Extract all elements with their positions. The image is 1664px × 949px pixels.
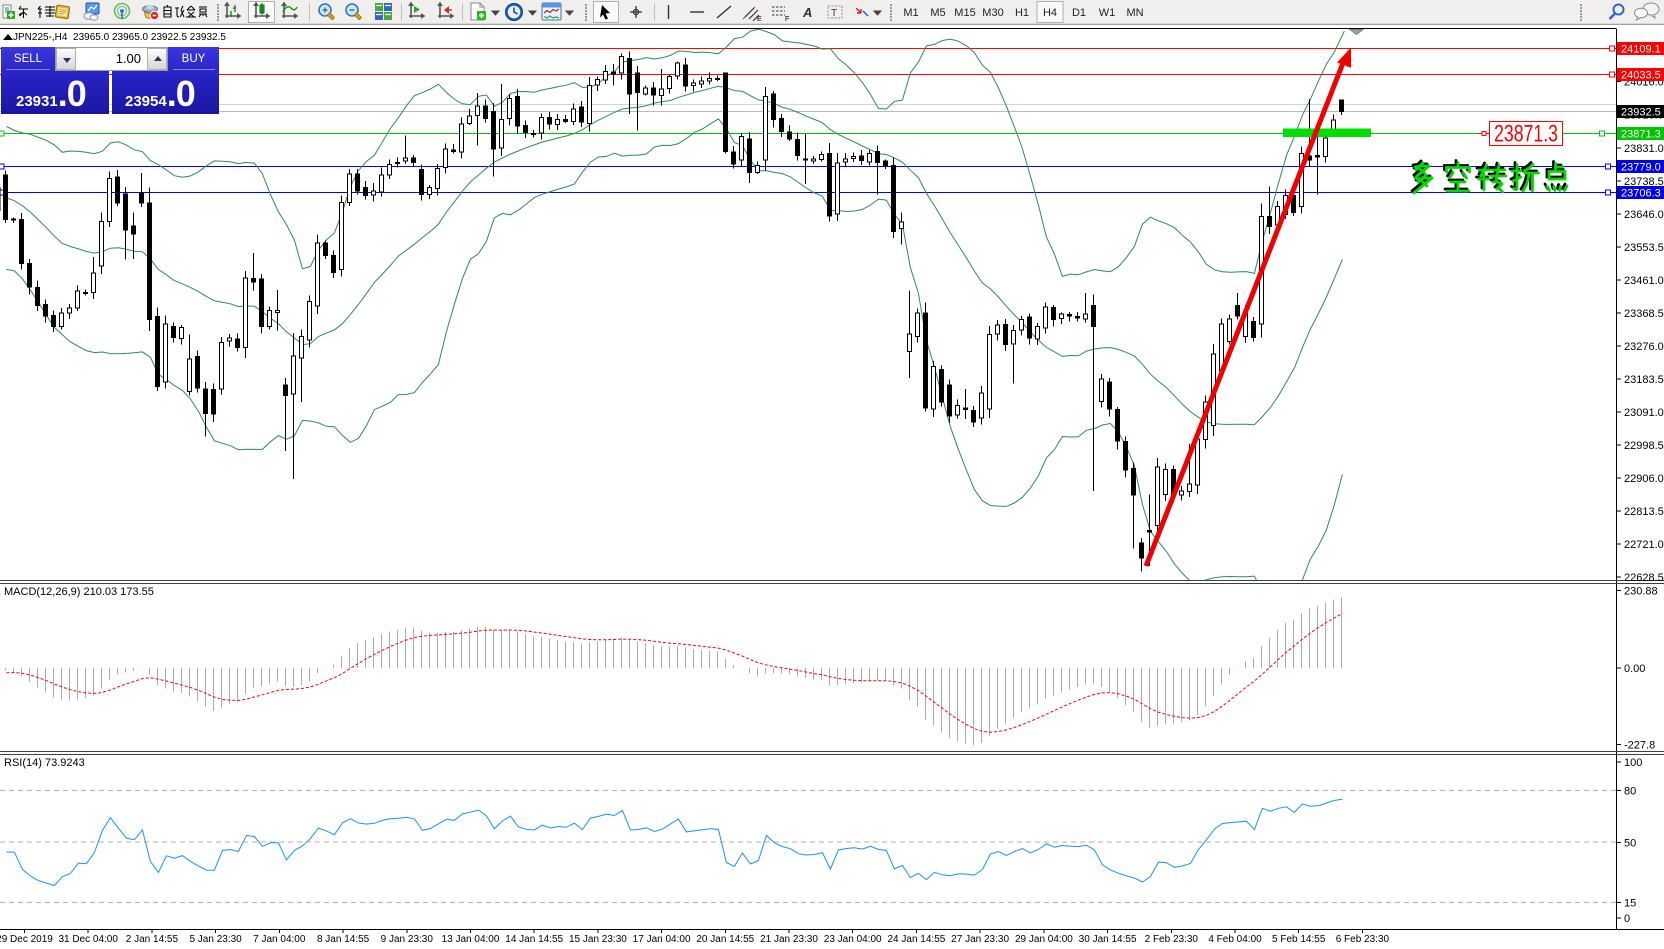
svg-text:2 Jan 14:55: 2 Jan 14:55 xyxy=(126,934,179,945)
svg-text:23461.0: 23461.0 xyxy=(1624,275,1664,287)
svg-text:-227.8: -227.8 xyxy=(1624,740,1655,752)
svg-text:M30: M30 xyxy=(982,7,1003,19)
svg-text:23276.0: 23276.0 xyxy=(1624,341,1664,353)
svg-text:5 Jan 23:30: 5 Jan 23:30 xyxy=(189,934,242,945)
svg-text:21 Jan 23:30: 21 Jan 23:30 xyxy=(760,934,818,945)
svg-text:23183.5: 23183.5 xyxy=(1624,374,1664,386)
svg-text:M1: M1 xyxy=(903,7,918,19)
svg-text:6 Feb 23:30: 6 Feb 23:30 xyxy=(1336,934,1390,945)
svg-text:T: T xyxy=(831,8,837,19)
svg-text:23779.0: 23779.0 xyxy=(1621,162,1661,174)
svg-text:M5: M5 xyxy=(930,7,945,19)
svg-text:24033.5: 24033.5 xyxy=(1621,70,1661,82)
svg-text:22813.5: 22813.5 xyxy=(1624,506,1664,518)
svg-text:23646.0: 23646.0 xyxy=(1624,209,1664,221)
svg-text:15: 15 xyxy=(1624,898,1636,910)
svg-text:23368.5: 23368.5 xyxy=(1624,308,1664,320)
svg-text:13 Jan 04:00: 13 Jan 04:00 xyxy=(442,934,500,945)
svg-text:23871.3: 23871.3 xyxy=(1494,121,1558,148)
svg-text:9 Jan 23:30: 9 Jan 23:30 xyxy=(381,934,434,945)
svg-text:23 Jan 04:00: 23 Jan 04:00 xyxy=(824,934,882,945)
svg-text:0.00: 0.00 xyxy=(1624,663,1645,675)
svg-text:23871.3: 23871.3 xyxy=(1621,129,1661,141)
svg-text:22998.5: 22998.5 xyxy=(1624,440,1664,452)
svg-text:8 Jan 14:55: 8 Jan 14:55 xyxy=(317,934,370,945)
svg-text:24109.1: 24109.1 xyxy=(1621,44,1661,56)
svg-text:0: 0 xyxy=(1624,913,1630,925)
svg-text:31 Dec 04:00: 31 Dec 04:00 xyxy=(58,934,118,945)
svg-text:5 Feb 14:55: 5 Feb 14:55 xyxy=(1272,934,1326,945)
svg-text:23831.0: 23831.0 xyxy=(1624,143,1664,155)
svg-text:20 Jan 14:55: 20 Jan 14:55 xyxy=(696,934,754,945)
svg-text:A: A xyxy=(802,5,812,20)
svg-text:29 Dec 2019: 29 Dec 2019 xyxy=(0,934,53,945)
svg-text:W1: W1 xyxy=(1099,7,1116,19)
svg-text:24 Jan 14:55: 24 Jan 14:55 xyxy=(887,934,945,945)
svg-text:30 Jan 14:55: 30 Jan 14:55 xyxy=(1079,934,1137,945)
svg-text:23091.0: 23091.0 xyxy=(1624,407,1664,419)
svg-text:17 Jan 04:00: 17 Jan 04:00 xyxy=(633,934,691,945)
svg-text:23553.5: 23553.5 xyxy=(1624,242,1664,254)
svg-text:E: E xyxy=(757,16,762,23)
svg-text:23738.5: 23738.5 xyxy=(1624,176,1664,188)
svg-text:M15: M15 xyxy=(954,7,975,19)
svg-text:50: 50 xyxy=(1624,838,1636,850)
svg-text:7 Jan 04:00: 7 Jan 04:00 xyxy=(253,934,306,945)
svg-text:2 Feb 23:30: 2 Feb 23:30 xyxy=(1145,934,1199,945)
svg-text:H4: H4 xyxy=(1043,7,1057,19)
svg-text:22721.0: 22721.0 xyxy=(1624,539,1664,551)
svg-text:23706.3: 23706.3 xyxy=(1621,188,1661,200)
svg-text:230.88: 230.88 xyxy=(1624,586,1658,598)
svg-text:MACD(12,26,9) 210.03 173.55: MACD(12,26,9) 210.03 173.55 xyxy=(4,586,154,598)
svg-text:80: 80 xyxy=(1624,786,1636,798)
svg-text:23932.5: 23932.5 xyxy=(1621,107,1661,119)
svg-text:4 Feb 04:00: 4 Feb 04:00 xyxy=(1208,934,1262,945)
svg-text:27 Jan 23:30: 27 Jan 23:30 xyxy=(951,934,1009,945)
svg-text:D1: D1 xyxy=(1072,7,1086,19)
svg-text:100: 100 xyxy=(1624,757,1642,769)
svg-text:22906.0: 22906.0 xyxy=(1624,473,1664,485)
svg-text:H1: H1 xyxy=(1015,7,1029,19)
svg-text:RSI(14) 73.9243: RSI(14) 73.9243 xyxy=(4,757,85,769)
svg-text:22628.5: 22628.5 xyxy=(1624,572,1664,584)
svg-text:15 Jan 23:30: 15 Jan 23:30 xyxy=(569,934,627,945)
svg-text:29 Jan 04:00: 29 Jan 04:00 xyxy=(1015,934,1073,945)
svg-text:F: F xyxy=(785,16,789,23)
svg-text:14 Jan 14:55: 14 Jan 14:55 xyxy=(505,934,563,945)
svg-text:MN: MN xyxy=(1126,7,1143,19)
